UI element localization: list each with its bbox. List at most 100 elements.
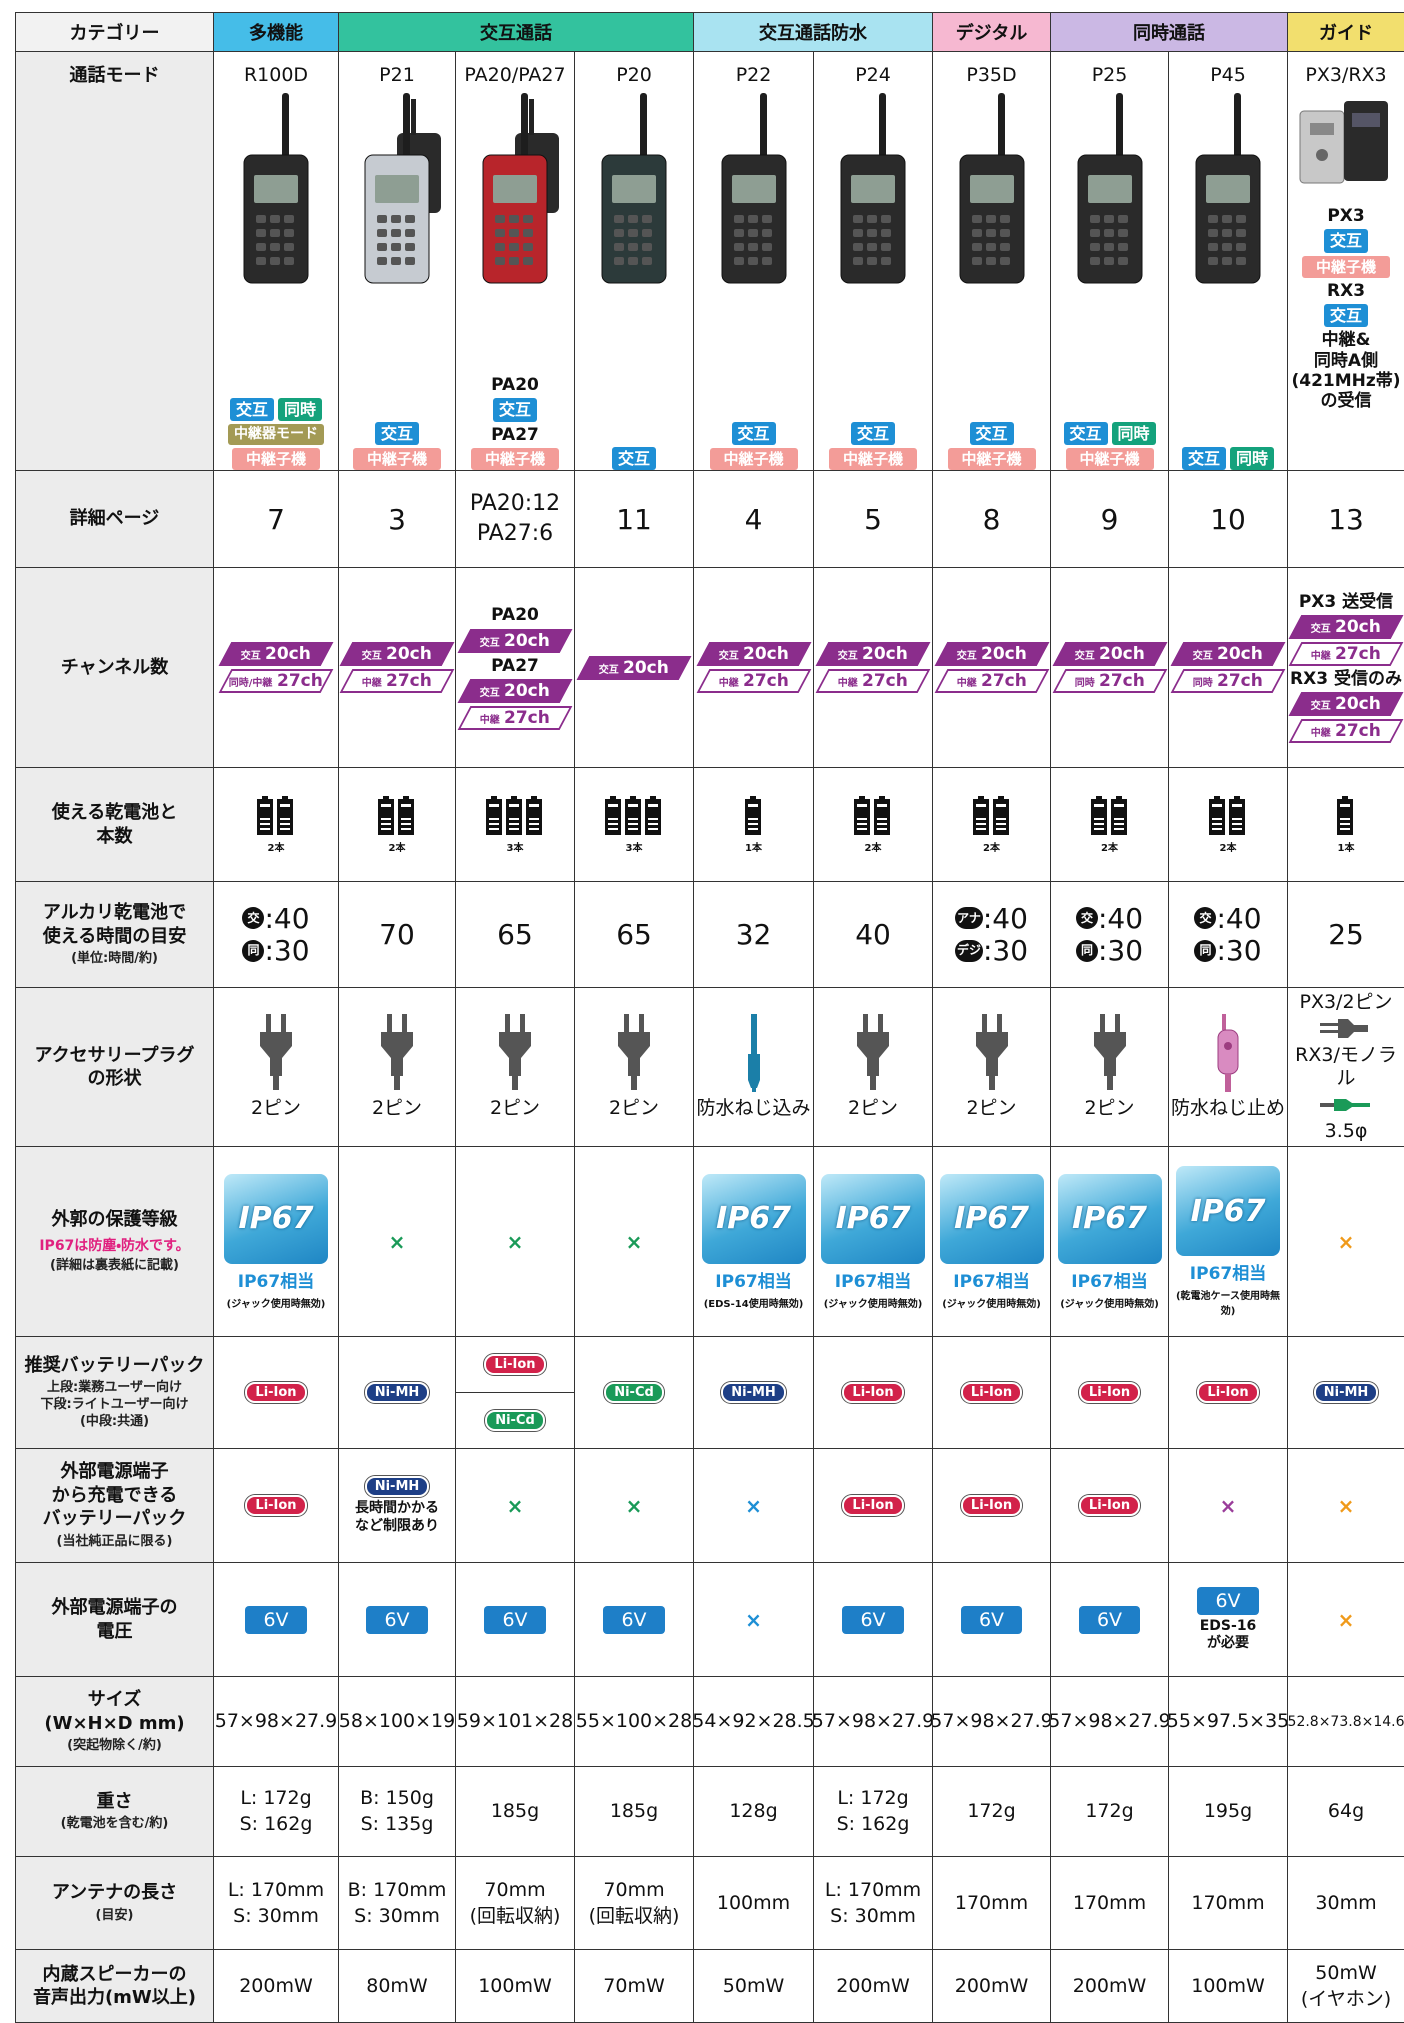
model-cell: 2本 [1168, 767, 1289, 882]
row-label-title: 使える乾電池と 本数 [51, 802, 178, 847]
table-row: アクセサリープラグ の形状 2ピン 2ピン 2ピン 2ピン 防水ねじ込み 2ピン 2ピン 2ピン… [15, 987, 1404, 1147]
mode-badge: 同時 [1230, 446, 1275, 470]
mode-badge: 交互 [1324, 229, 1369, 253]
cell-content: Ni-Cd [575, 1337, 693, 1448]
cell-text: 58×100×19 [339, 1710, 455, 1733]
row-label: チャンネル数 [16, 568, 213, 767]
cell-text: RX3 [1327, 280, 1366, 301]
cell-text: 128g [729, 1800, 778, 1823]
cell-content: 交互 20ch 中継 27ch [339, 568, 455, 767]
model-name: P25 [1091, 64, 1128, 86]
channel-mode: 中継 [838, 677, 859, 689]
model-cell: L: 170mm S: 30mm [213, 1856, 339, 1950]
model-cell: × [1287, 1448, 1404, 1563]
channel-mode: 中継 [956, 677, 977, 689]
model-cell: 交互 20ch 同時/中継 27ch [213, 567, 339, 768]
model-cell: 6V [1050, 1562, 1170, 1677]
cell-content: P24 交互 中継子機 [814, 52, 932, 470]
channel-count: 20ch [862, 644, 908, 664]
row-label-title: 通話モード [69, 65, 160, 86]
mode-badge: 同時 [1111, 421, 1156, 445]
battery-icons [486, 795, 542, 835]
cell-text: 50mW [1315, 1961, 1377, 1984]
ip-image: IP67 [701, 1173, 806, 1264]
model-cell: × [1168, 1448, 1289, 1563]
cell-content: 172g [933, 1767, 1050, 1856]
model-cell: × [455, 1448, 575, 1563]
cell-text: S: 162g [239, 1813, 313, 1835]
model-cell: 6V [932, 1562, 1052, 1677]
model-cell: R100D 交互 同時 中継器モード 中継子機 [213, 51, 339, 471]
cell-content: 80mW [339, 1950, 455, 2022]
cell-content: Ni-MH 長時間かかる など制限あり [339, 1449, 455, 1562]
radio-image [1195, 93, 1261, 284]
plug-icon [499, 1014, 531, 1091]
voltage-badge: 6V [603, 1605, 665, 1634]
cell-content: L: 170mm S: 30mm [214, 1857, 338, 1949]
row-label: 使える乾電池と 本数 [16, 768, 213, 881]
plug-icon [1320, 1019, 1369, 1039]
model-cell: 65 [573, 881, 695, 988]
battery-pack-badge: Li-Ion [842, 1495, 904, 1516]
radio-image [243, 93, 309, 284]
cell-content: 交互 20ch 中継 27ch [694, 568, 813, 767]
battery-count: 2本 [983, 842, 1000, 854]
row-label-note: (目安) [95, 1907, 134, 1923]
model-cell: L: 172g S: 162g [813, 1766, 934, 1857]
row-label-cell: アンテナの長さ (目安) [15, 1856, 214, 1950]
model-cell: 交互 20ch 中継 27ch [693, 567, 815, 768]
battery-icons [257, 795, 293, 835]
cross-mark: × [1337, 1607, 1355, 1632]
header-cell: 交互通話 [337, 12, 695, 52]
model-cell: Li-Ion [1168, 1336, 1289, 1449]
cell-text: 70 [379, 918, 415, 951]
model-cell: 195g [1168, 1766, 1289, 1857]
cell-content: 13 [1288, 471, 1404, 567]
cell-text: 170mm [954, 1891, 1029, 1914]
cell-text: 55×97.5×35 [1169, 1710, 1288, 1733]
cell-content: 128g [694, 1767, 813, 1856]
model-cell: 2ピン [455, 987, 575, 1147]
cell-content: 2本 [214, 768, 338, 881]
cell-content: 70mm (回転収納) [456, 1857, 574, 1949]
row-label: 推奨バッテリーパック 上段:業務ユーザー向け 下段:ライトユーザー向け (中段:共… [16, 1337, 213, 1448]
cell-content: 185g [456, 1767, 574, 1856]
model-cell: 交互 20ch [573, 567, 695, 768]
voltage-badge: 6V [1078, 1605, 1141, 1634]
model-name: P22 [735, 64, 772, 86]
cross-mark: × [1337, 1493, 1355, 1518]
cell-text: 200mW [1072, 1974, 1147, 1997]
model-cell: 交互 20ch 中継 27ch [338, 567, 456, 768]
header-row: カテゴリー 多機能 交互通話 交互通話防水 デジタル 同時通話 ガイド [15, 12, 1404, 52]
mode-badge: 交互 [1063, 421, 1108, 445]
cell-text: 55×100×28 [575, 1710, 693, 1733]
cell-content: P22 交互 中継子機 [694, 52, 813, 470]
plug-icon [857, 1014, 890, 1091]
cell-content: PA20 交互 20ch PA27 交互 20ch 中継 27ch [456, 568, 574, 767]
channel-mode: 中継 [480, 714, 501, 726]
model-cell: 交:40 同:30 [1050, 881, 1170, 988]
model-cell: L: 172g S: 162g [213, 1766, 339, 1857]
channel-mode: 同時/中継 [229, 677, 273, 689]
channel-count: 20ch [504, 630, 550, 651]
cell-content: 100mW [1169, 1950, 1287, 2022]
row-label-note: (突起物除く/約) [67, 1737, 162, 1753]
channel-badge: 交互 20ch [1052, 642, 1167, 666]
table-body: カテゴリー 多機能 交互通話 交互通話防水 デジタル 同時通話 ガイド 通話モー… [15, 12, 1404, 2023]
channel-mode: 交互 [362, 650, 383, 662]
battery-pack-badge: Li-Ion [484, 1354, 546, 1375]
model-cell: 65 [455, 881, 575, 988]
model-cell: IP67 IP67相当 (ジャック使用時無効) [1050, 1146, 1170, 1337]
table-row: 外郭の保護等級 IP67は防塵・防水です。 (詳細は裏表紙に記載) IP67 IP67相… [15, 1146, 1404, 1337]
mode-badge: 中継子機 [1065, 448, 1154, 470]
cell-content: 2ピン [933, 988, 1050, 1146]
channel-count: 27ch [862, 671, 908, 691]
cell-content: Li-Ion [933, 1337, 1050, 1448]
channel-badge: 交互 20ch [576, 655, 692, 680]
battery-icons [1337, 795, 1354, 835]
cell-text: S: 135g [360, 1813, 434, 1835]
cell-content: 50mW [694, 1950, 813, 2022]
model-cell: 3本 [573, 767, 695, 882]
